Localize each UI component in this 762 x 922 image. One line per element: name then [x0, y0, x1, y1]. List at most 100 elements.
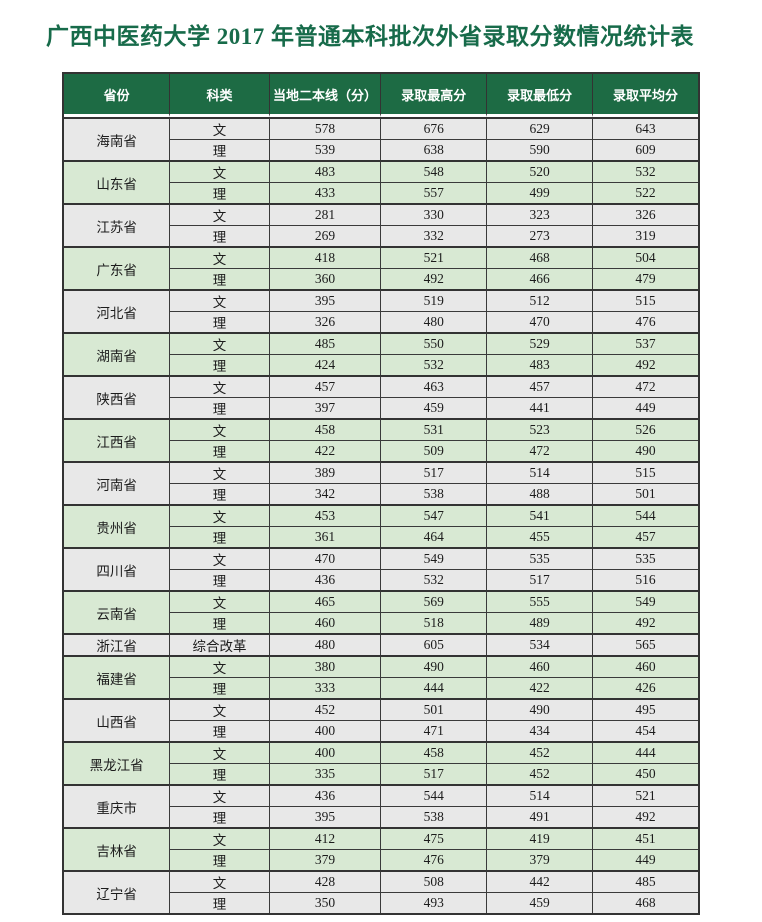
category-cell: 文 [169, 827, 269, 849]
avg-score-cell: 516 [592, 569, 698, 590]
max-score-cell: 471 [380, 720, 487, 741]
header-province: 省份 [64, 74, 170, 117]
header-local-second-tier-line: 当地二本线（分） [268, 74, 381, 117]
min-score-cell: 422 [486, 677, 593, 698]
table-body: 海南省文 578 676 629 643 理 539 638 590 609 山东省文 483 548 5… [64, 117, 698, 913]
second-tier-line-cell: 578 [268, 117, 381, 139]
table-header: 省份 科类 当地二本线（分） 录取最高分 录取最低分 录取平均分 [64, 74, 698, 117]
max-score-cell: 538 [380, 483, 487, 504]
min-score-cell: 534 [486, 633, 593, 655]
table-row: 理 360 492 466 479 [64, 268, 698, 289]
table-row: 湖南省文 485 550 529 537 [64, 332, 698, 375]
table-row: 理 350 493 459 468 [64, 892, 698, 913]
table-row: 理 397 459 441 449 [64, 397, 698, 418]
table-row: 理 342 538 488 501 [64, 483, 698, 504]
avg-score-cell: 565 [592, 633, 698, 655]
second-tier-line-cell: 428 [268, 870, 381, 892]
avg-score-cell: 468 [592, 892, 698, 913]
avg-score-cell: 490 [592, 440, 698, 461]
category-cell: 文 [169, 418, 269, 440]
avg-score-cell: 492 [592, 612, 698, 633]
category-cell: 理 [169, 806, 269, 827]
second-tier-line-cell: 480 [268, 633, 381, 655]
province-cell: 云南省 [64, 590, 170, 633]
avg-score-cell: 457 [592, 526, 698, 547]
second-tier-line-cell: 342 [268, 483, 381, 504]
second-tier-line-cell: 326 [268, 311, 381, 332]
max-score-cell: 550 [380, 332, 487, 354]
min-score-cell: 529 [486, 332, 593, 354]
min-score-cell: 460 [486, 655, 593, 677]
second-tier-line-cell: 335 [268, 763, 381, 784]
second-tier-line-cell: 452 [268, 698, 381, 720]
avg-score-cell: 492 [592, 806, 698, 827]
avg-score-cell: 449 [592, 397, 698, 418]
second-tier-line-cell: 436 [268, 784, 381, 806]
table-row: 理 460 518 489 492 [64, 612, 698, 633]
second-tier-line-cell: 395 [268, 289, 381, 311]
category-cell: 文 [169, 698, 269, 720]
table-row: 江苏省文 281 330 323 326 [64, 203, 698, 246]
max-score-cell: 509 [380, 440, 487, 461]
second-tier-line-cell: 424 [268, 354, 381, 375]
min-score-cell: 555 [486, 590, 593, 612]
avg-score-cell: 444 [592, 741, 698, 763]
province-cell: 广东省 [64, 246, 170, 289]
province-cell: 山东省 [64, 160, 170, 203]
min-score-cell: 379 [486, 849, 593, 870]
table-row: 理 424 532 483 492 [64, 354, 698, 375]
max-score-cell: 548 [380, 160, 487, 182]
avg-score-cell: 492 [592, 354, 698, 375]
max-score-cell: 480 [380, 311, 487, 332]
avg-score-cell: 609 [592, 139, 698, 160]
min-score-cell: 489 [486, 612, 593, 633]
second-tier-line-cell: 400 [268, 720, 381, 741]
max-score-cell: 459 [380, 397, 487, 418]
min-score-cell: 472 [486, 440, 593, 461]
min-score-cell: 523 [486, 418, 593, 440]
category-cell: 理 [169, 354, 269, 375]
province-cell: 江苏省 [64, 203, 170, 246]
province-cell: 海南省 [64, 117, 170, 160]
category-cell: 文 [169, 203, 269, 225]
avg-score-cell: 476 [592, 311, 698, 332]
category-cell: 文 [169, 590, 269, 612]
second-tier-line-cell: 333 [268, 677, 381, 698]
score-table: 省份 科类 当地二本线（分） 录取最高分 录取最低分 录取平均分 海南省文 578… [62, 72, 700, 915]
table-row: 理 379 476 379 449 [64, 849, 698, 870]
province-cell: 浙江省 [64, 633, 170, 655]
min-score-cell: 517 [486, 569, 593, 590]
category-cell: 理 [169, 892, 269, 913]
max-score-cell: 476 [380, 849, 487, 870]
max-score-cell: 518 [380, 612, 487, 633]
table-row: 理 361 464 455 457 [64, 526, 698, 547]
min-score-cell: 541 [486, 504, 593, 526]
min-score-cell: 499 [486, 182, 593, 203]
category-cell: 文 [169, 332, 269, 354]
table-row: 理 436 532 517 516 [64, 569, 698, 590]
category-cell: 理 [169, 182, 269, 203]
avg-score-cell: 454 [592, 720, 698, 741]
second-tier-line-cell: 485 [268, 332, 381, 354]
table-row: 理 539 638 590 609 [64, 139, 698, 160]
province-cell: 福建省 [64, 655, 170, 698]
table-row: 山东省文 483 548 520 532 [64, 160, 698, 203]
second-tier-line-cell: 460 [268, 612, 381, 633]
table-row: 吉林省文 412 475 419 451 [64, 827, 698, 870]
province-cell: 贵州省 [64, 504, 170, 547]
min-score-cell: 468 [486, 246, 593, 268]
table-row: 辽宁省文 428 508 442 485 [64, 870, 698, 913]
second-tier-line-cell: 395 [268, 806, 381, 827]
max-score-cell: 517 [380, 461, 487, 483]
max-score-cell: 549 [380, 547, 487, 569]
max-score-cell: 532 [380, 354, 487, 375]
second-tier-line-cell: 422 [268, 440, 381, 461]
second-tier-line-cell: 389 [268, 461, 381, 483]
province-cell: 陕西省 [64, 375, 170, 418]
max-score-cell: 638 [380, 139, 487, 160]
avg-score-cell: 515 [592, 289, 698, 311]
avg-score-cell: 549 [592, 590, 698, 612]
max-score-cell: 458 [380, 741, 487, 763]
avg-score-cell: 449 [592, 849, 698, 870]
second-tier-line-cell: 380 [268, 655, 381, 677]
